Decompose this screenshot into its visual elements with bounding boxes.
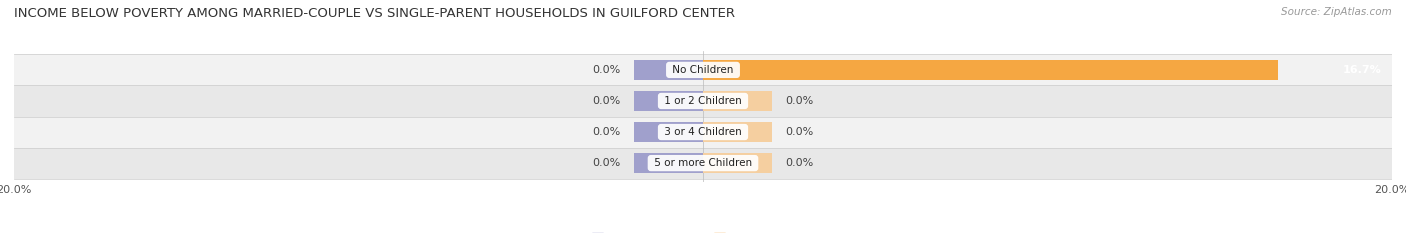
Text: 0.0%: 0.0% <box>786 96 814 106</box>
Bar <box>14 54 1392 86</box>
Bar <box>634 153 703 173</box>
Text: 0.0%: 0.0% <box>592 65 620 75</box>
Bar <box>14 116 1392 147</box>
Text: 16.7%: 16.7% <box>1343 65 1382 75</box>
Text: 5 or more Children: 5 or more Children <box>651 158 755 168</box>
Bar <box>634 91 703 111</box>
Text: Source: ZipAtlas.com: Source: ZipAtlas.com <box>1281 7 1392 17</box>
Text: 0.0%: 0.0% <box>592 158 620 168</box>
Bar <box>634 60 703 80</box>
Bar <box>634 122 703 142</box>
Text: 0.0%: 0.0% <box>592 127 620 137</box>
Bar <box>703 122 772 142</box>
Bar <box>703 153 772 173</box>
Text: No Children: No Children <box>669 65 737 75</box>
Text: 1 or 2 Children: 1 or 2 Children <box>661 96 745 106</box>
Text: 3 or 4 Children: 3 or 4 Children <box>661 127 745 137</box>
Text: 0.0%: 0.0% <box>786 158 814 168</box>
Bar <box>703 60 1278 80</box>
Text: INCOME BELOW POVERTY AMONG MARRIED-COUPLE VS SINGLE-PARENT HOUSEHOLDS IN GUILFOR: INCOME BELOW POVERTY AMONG MARRIED-COUPL… <box>14 7 735 20</box>
Text: 0.0%: 0.0% <box>592 96 620 106</box>
Bar <box>14 86 1392 116</box>
Bar <box>14 147 1392 179</box>
Legend: Married Couples, Single Parents: Married Couples, Single Parents <box>588 229 818 233</box>
Bar <box>703 91 772 111</box>
Text: 0.0%: 0.0% <box>786 127 814 137</box>
